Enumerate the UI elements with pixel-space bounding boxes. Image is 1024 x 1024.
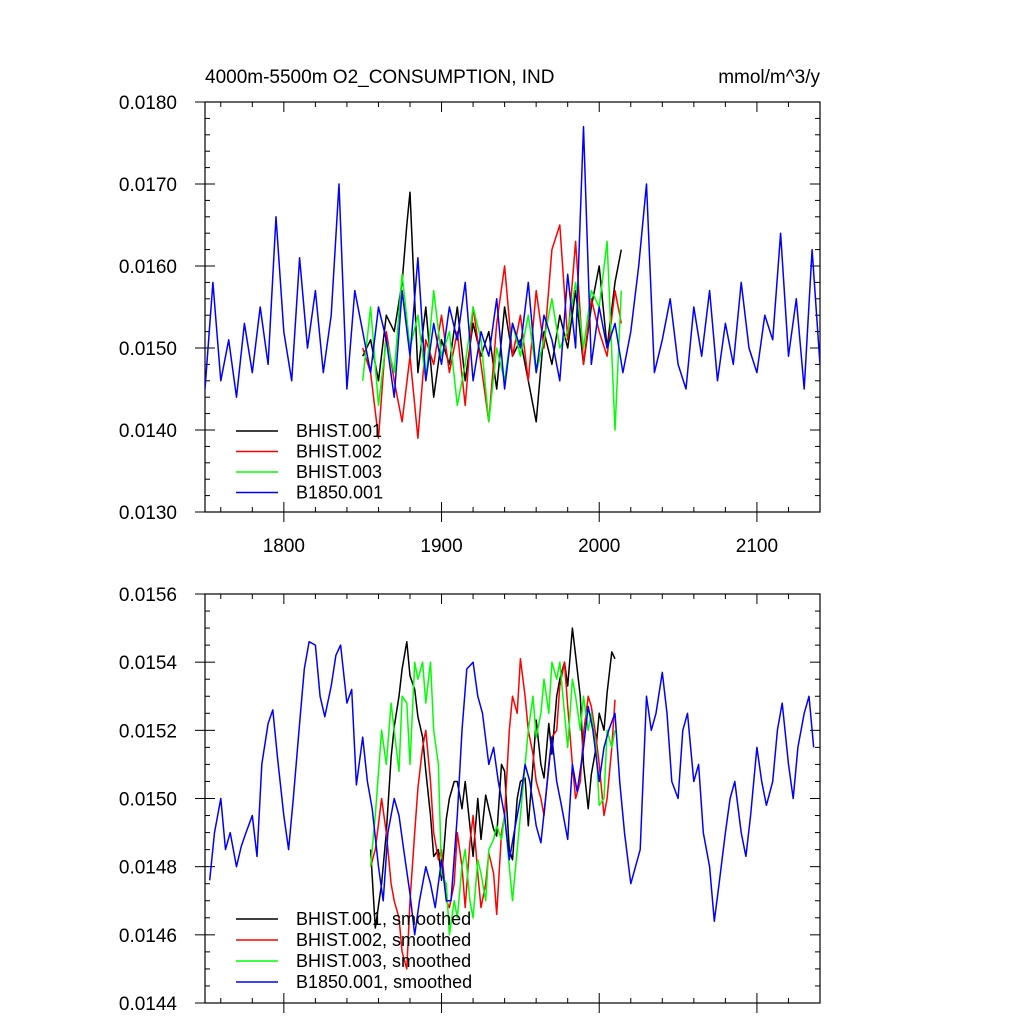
legend-label: BHIST.002, smoothed xyxy=(296,930,471,950)
y-tick-label: 0.0140 xyxy=(119,421,177,442)
bottom-panel-smoothed: 0.0144 0.0146 0.0148 0.0150 0.0152 0.0154 0.01… xyxy=(119,585,821,1015)
y-tick-label: 0.0156 xyxy=(119,585,177,606)
legend-label: BHIST.001 xyxy=(296,421,382,441)
y-tick-label: 0.0150 xyxy=(119,339,177,360)
top-panel-o2-consumption: 1800 1900 2000 2100 0.0130 0.0140 0.0150 0.0160… xyxy=(119,67,821,557)
legend-label: BHIST.003, smoothed xyxy=(296,951,471,971)
x-tick-label: 2000 xyxy=(578,536,620,557)
x-tick-label: 1900 xyxy=(420,536,462,557)
legend-label: BHIST.002 xyxy=(296,442,382,462)
legend-label: BHIST.003 xyxy=(296,462,382,482)
series-line-b1850-001-smoothed xyxy=(208,640,815,936)
series-line-bhist-003-smoothed xyxy=(369,661,616,936)
x-tick-label: 2100 xyxy=(736,536,778,557)
series-line-bhist-001-smoothed xyxy=(369,627,616,929)
y-tick-label: 0.0146 xyxy=(119,926,177,947)
y-tick-label: 0.0130 xyxy=(119,503,177,524)
y-tick-label: 0.0180 xyxy=(119,93,177,114)
y-tick-label: 0.0144 xyxy=(119,994,178,1015)
chart-title: 4000m-5500m O2_CONSUMPTION, IND xyxy=(205,67,555,88)
legend-label: BHIST.001, smoothed xyxy=(296,909,471,929)
y-tick-label: 0.0148 xyxy=(119,858,177,879)
series-line-b1850-001 xyxy=(205,125,820,398)
series-line-bhist-003 xyxy=(361,240,623,431)
y-tick-label: 0.0160 xyxy=(119,257,177,278)
units-label: mmol/m^3/y xyxy=(718,67,820,88)
series-group xyxy=(205,125,820,439)
y-tick-label: 0.0170 xyxy=(119,175,177,196)
y-tick-label: 0.0152 xyxy=(119,721,177,742)
y-tick-label: 0.0150 xyxy=(119,790,177,811)
y-tick-label: 0.0154 xyxy=(119,653,178,674)
series-line-bhist-002 xyxy=(361,224,623,439)
legend-label: B1850.001 xyxy=(296,483,383,503)
x-tick-label: 1800 xyxy=(263,536,305,557)
legend-label: B1850.001, smoothed xyxy=(296,972,472,992)
series-line-bhist-002-smoothed xyxy=(369,658,616,970)
plot-frame xyxy=(204,101,821,513)
series-group xyxy=(208,627,815,970)
